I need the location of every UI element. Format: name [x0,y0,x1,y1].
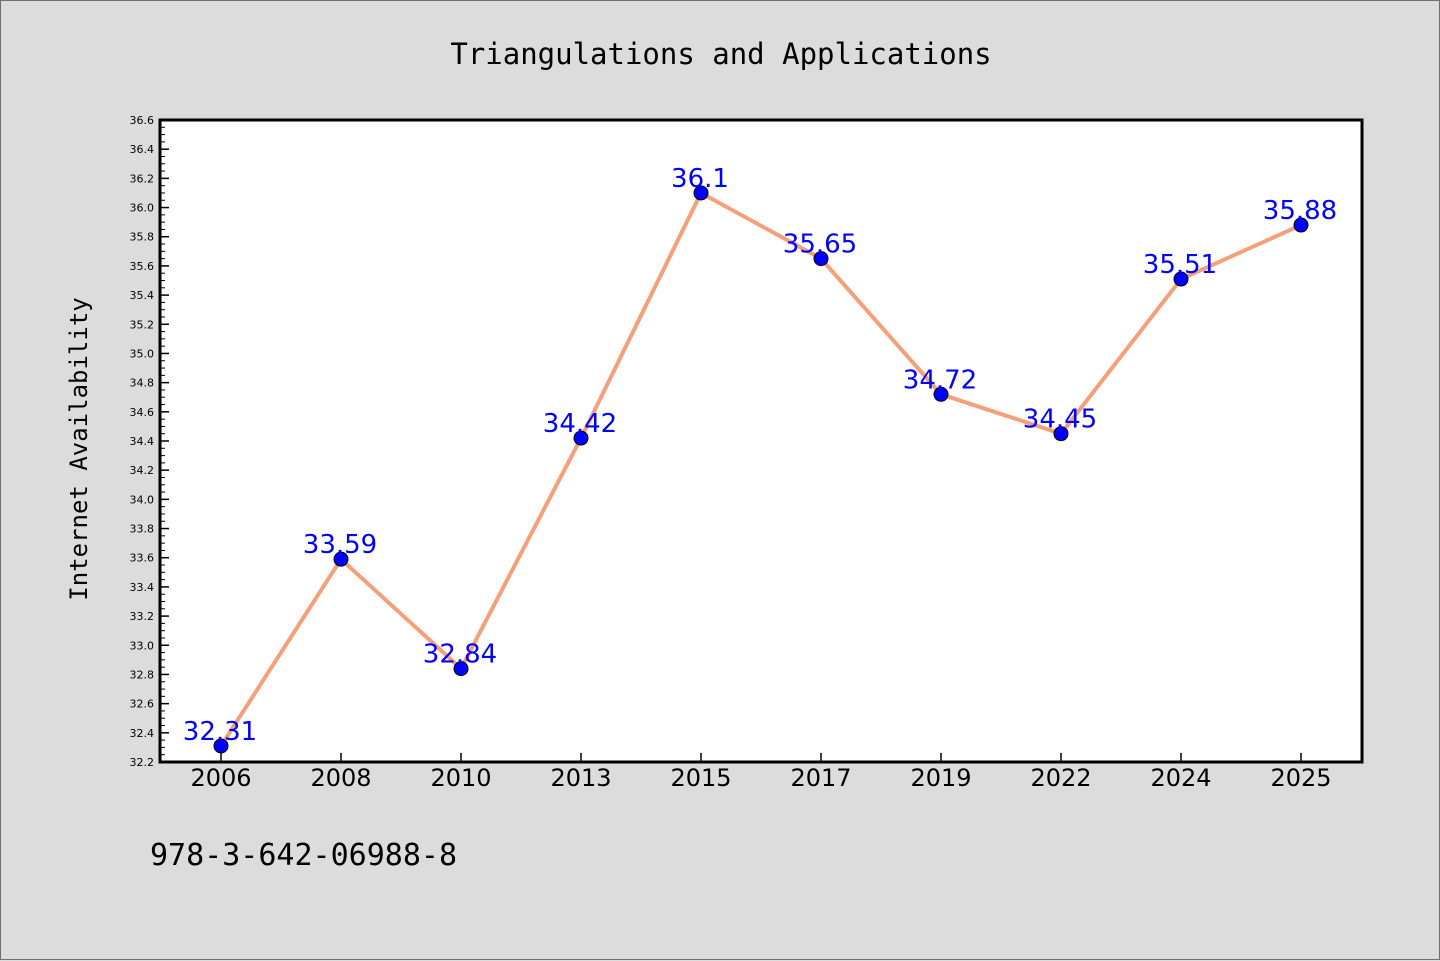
x-tick-label: 2022 [1030,764,1091,792]
data-label: 36.1 [671,164,729,194]
data-point [573,430,589,446]
plot-border [158,118,1364,764]
y-tick-label: 33.2 [130,610,155,623]
y-tick-label: 35.8 [130,231,155,244]
x-tick-label: 2019 [910,764,971,792]
data-label: 35.51 [1143,250,1217,280]
series-layer [213,185,1309,754]
x-tick-label: 2017 [790,764,851,792]
data-label: 32.31 [183,717,257,747]
data-point [1053,426,1069,442]
x-tick-label: 2010 [430,764,491,792]
data-point [693,185,709,201]
y-tick-label: 34.8 [130,377,155,390]
y-tick-label: 32.8 [130,668,155,681]
isbn-text: 978-3-642-06988-8 [150,838,457,873]
y-tick-label: 33.8 [130,523,155,536]
x-tick-label: 2024 [1150,764,1211,792]
series-line [219,190,1302,748]
data-label: 34.42 [543,409,617,439]
data-label: 34.72 [903,365,977,395]
data-point [1173,271,1189,287]
data-point [813,251,829,267]
y-axis-label: Internet Availability [65,297,93,600]
y-tick-label: 35.0 [130,347,155,360]
data-point [1293,217,1309,233]
x-tick-label: 2015 [670,764,731,792]
y-tick-label: 36.2 [130,172,155,185]
data-label: 34.45 [1023,405,1097,435]
x-tick-label: 2013 [550,764,611,792]
x-axis: 2006 2008 2010 2013 2015 2017 2019 2022 2024 2025 [190,753,1332,792]
data-point [453,661,469,677]
y-tick-label: 35.2 [130,318,155,331]
y-tick-label: 35.4 [130,289,155,302]
y-tick-label: 33.0 [130,639,155,652]
y-tick-label: 32.4 [130,727,155,740]
y-tick-label: 34.0 [130,493,155,506]
data-label: 32.84 [423,640,497,670]
y-tick-label: 32.2 [130,756,155,769]
y-tick-label: 36.4 [130,143,155,156]
y-tick-label: 34.4 [130,435,155,448]
plot-area [160,120,1362,762]
y-tick-label: 36.0 [130,202,155,215]
data-point [933,386,949,402]
y-tick-label: 33.4 [130,581,155,594]
data-point [213,738,229,754]
data-label: 35.88 [1263,196,1337,226]
y-tick-label: 33.6 [130,552,155,565]
chart-title: Triangulations and Applications [450,37,991,71]
data-point [333,551,349,567]
data-label: 33.59 [303,530,377,560]
y-tick-label: 34.6 [130,406,155,419]
x-tick-label: 2006 [190,764,251,792]
y-tick-label: 35.6 [130,260,155,273]
x-tick-label: 2025 [1270,764,1331,792]
y-tick-label: 34.2 [130,464,155,477]
y-tick-label: 36.6 [130,114,155,127]
data-label-layer: 32.31 33.59 32.84 34.42 36.1 35.65 34.72 34.45 3… [183,164,1337,747]
x-tick-label: 2008 [310,764,371,792]
data-label: 35.65 [783,230,857,260]
y-tick-label: 32.6 [130,698,155,711]
